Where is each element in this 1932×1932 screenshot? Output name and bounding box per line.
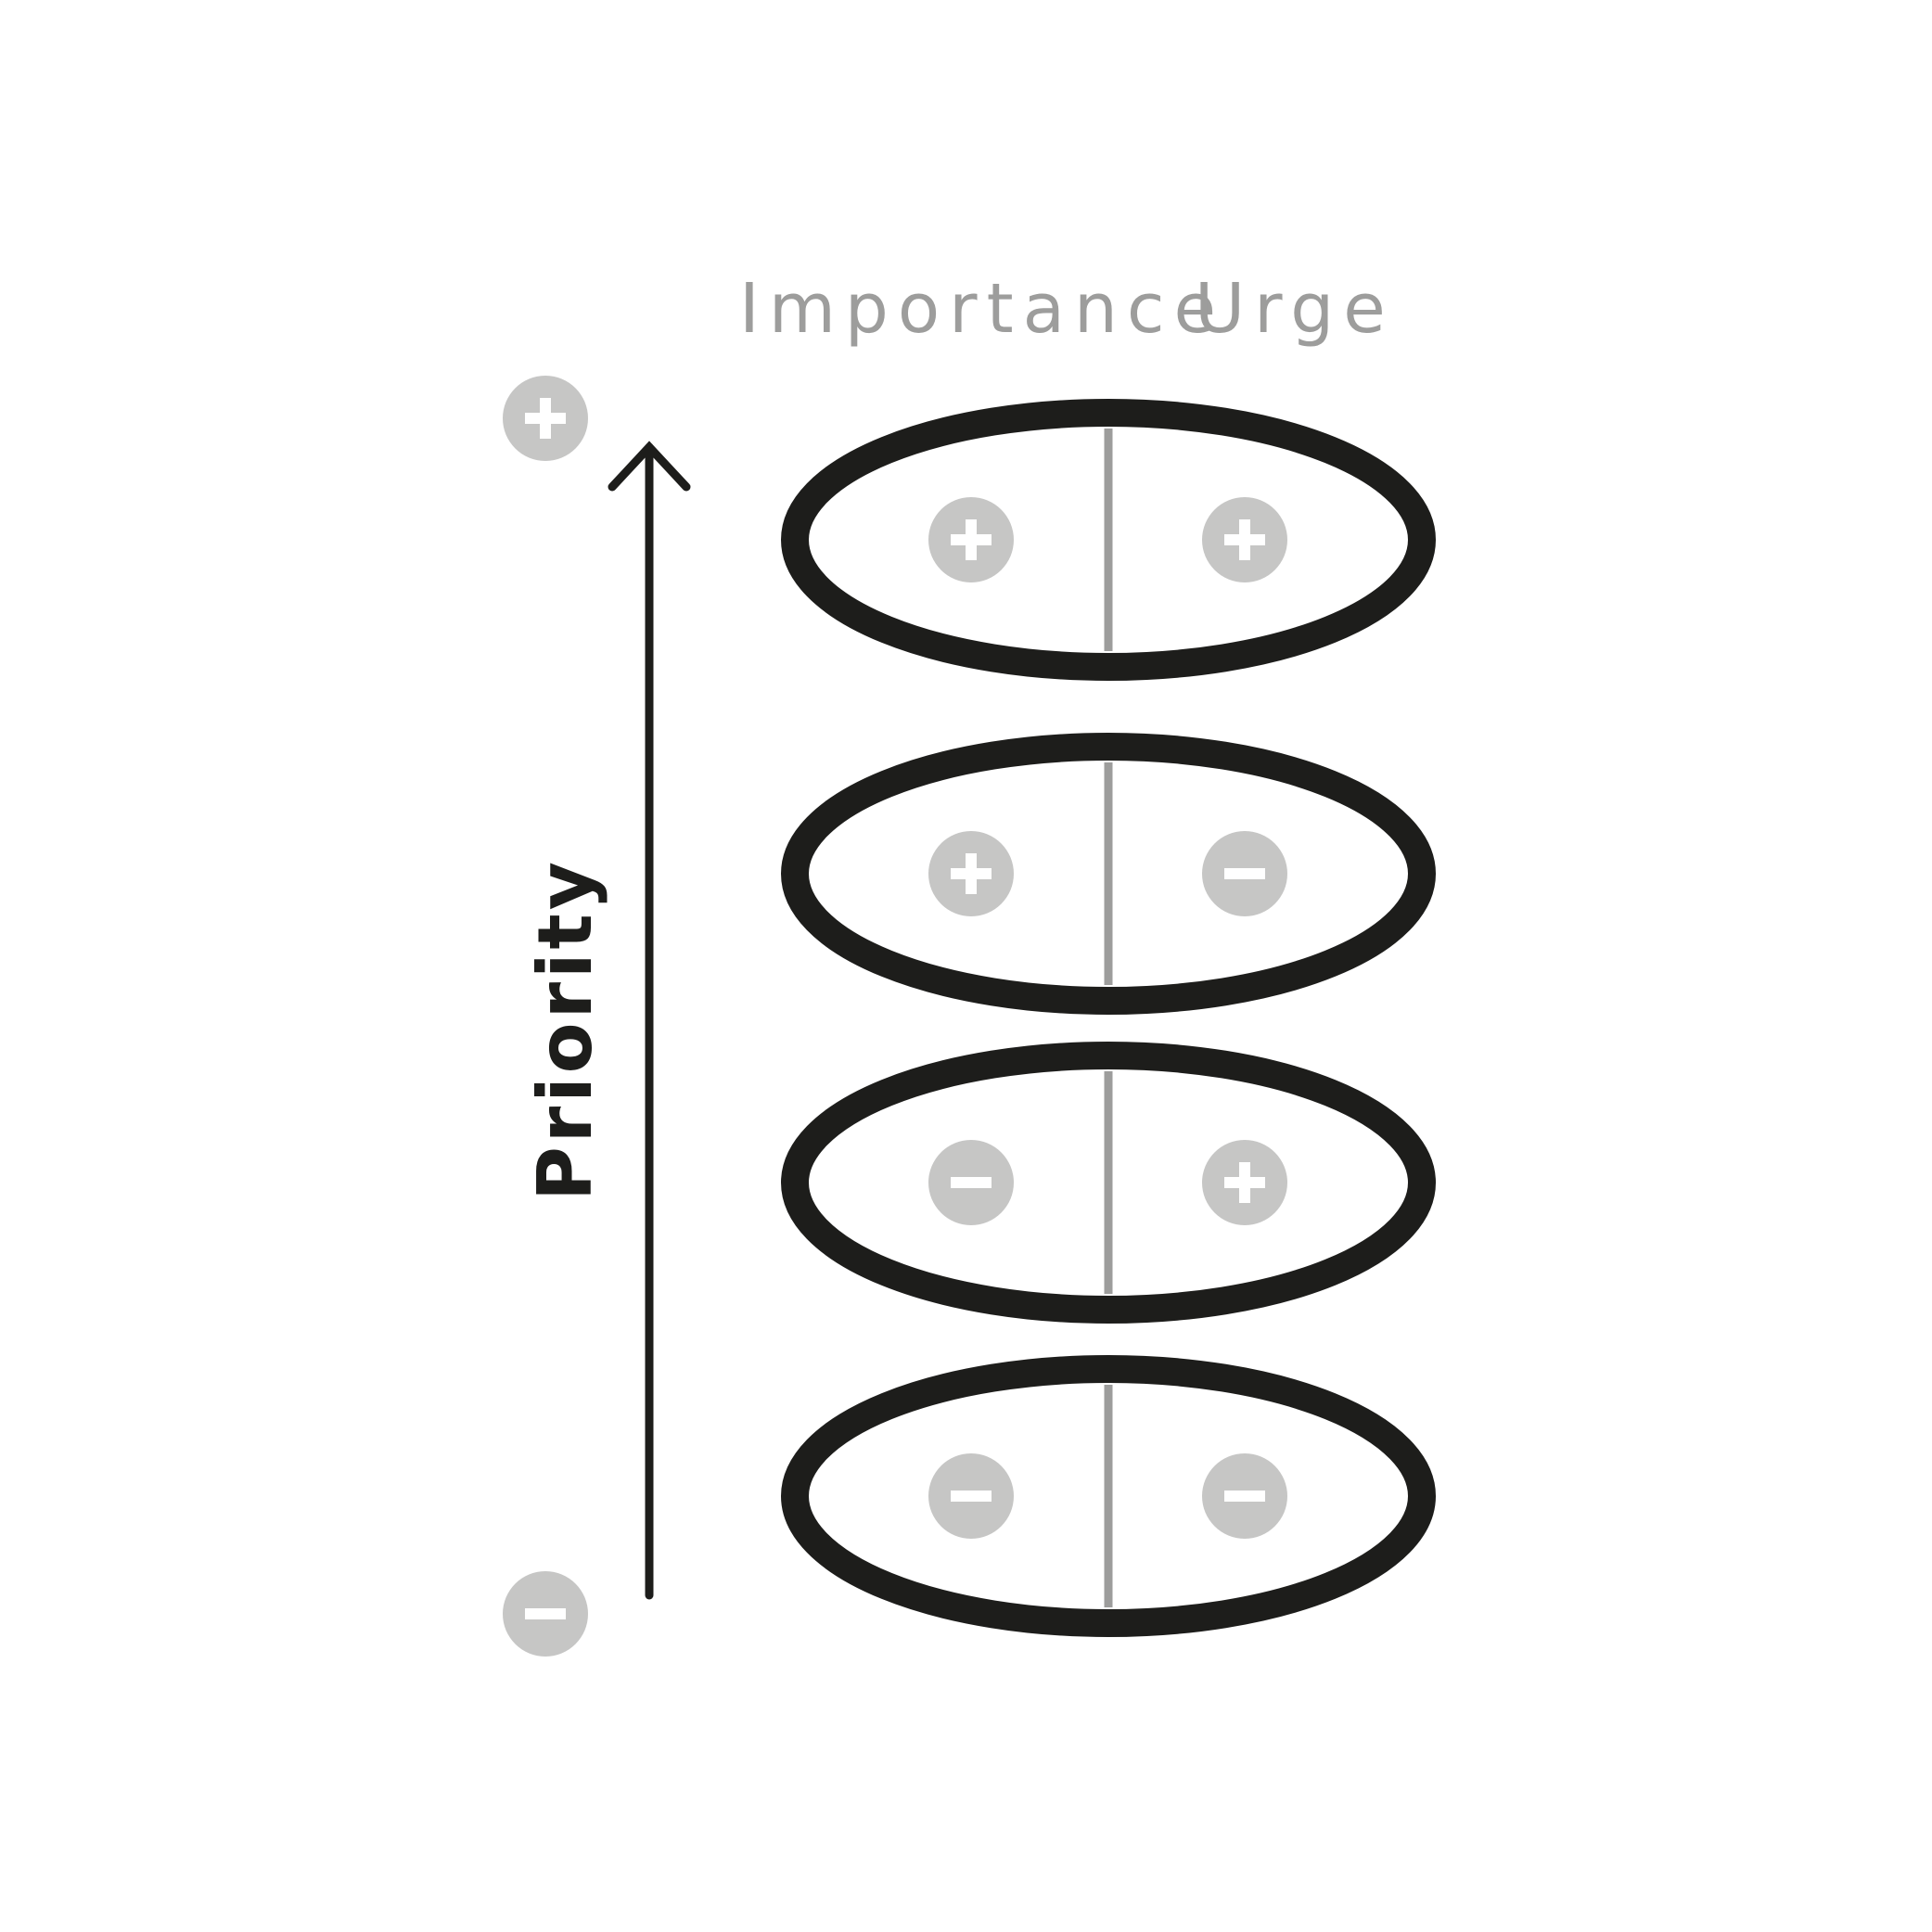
minus-icon	[928, 1453, 1014, 1539]
quadrant-row	[781, 399, 1436, 681]
minus-bar	[951, 1177, 992, 1188]
row-outline	[781, 1355, 1436, 1637]
row-outline	[781, 733, 1436, 1015]
minus-icon	[1202, 1453, 1287, 1539]
plus-icon	[928, 831, 1014, 916]
row-outline	[781, 1042, 1436, 1324]
plus-icon	[1202, 1140, 1287, 1225]
minus-icon	[1202, 831, 1287, 916]
minus-bar	[951, 1491, 992, 1502]
priority-axis-label: Priority	[522, 858, 608, 1201]
minus-icon	[503, 1571, 588, 1657]
plus-stem	[966, 853, 977, 894]
quadrant-row	[781, 1042, 1436, 1324]
priority-axis-arrowhead	[608, 441, 691, 492]
importance-header: Importance	[739, 269, 1225, 349]
quadrant-row	[781, 1355, 1436, 1637]
plus-stem	[1239, 1162, 1250, 1203]
minus-bar	[525, 1608, 566, 1619]
minus-bar	[1224, 1491, 1265, 1502]
plus-icon	[1202, 497, 1287, 582]
row-outline	[781, 399, 1436, 681]
quadrant-row	[781, 733, 1436, 1015]
minus-icon	[928, 1140, 1014, 1225]
minus-bar	[1224, 868, 1265, 879]
urge-header: Urge	[1195, 269, 1395, 349]
plus-icon	[928, 497, 1014, 582]
plus-stem	[540, 398, 551, 439]
plus-icon	[503, 376, 588, 461]
plus-stem	[966, 519, 977, 560]
plus-stem	[1239, 519, 1250, 560]
